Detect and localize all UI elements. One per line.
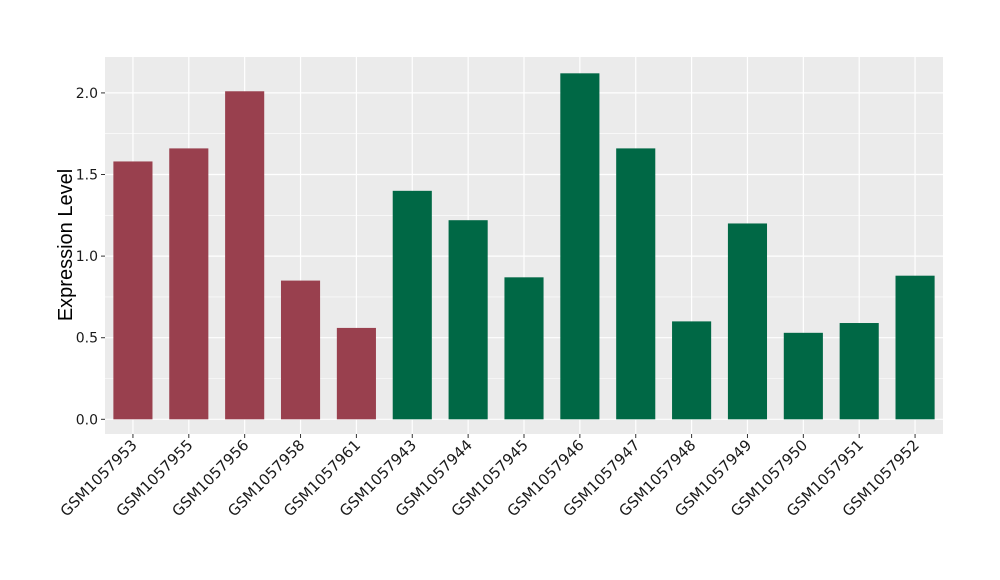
bar-gsm1057953 [113,161,153,420]
y-axis-title: Expression Level [55,169,77,321]
bar-gsm1057944 [448,220,488,420]
y-tick-label: 1.0 [76,249,98,265]
bar-gsm1057945 [504,277,544,420]
x-axis: GSM1057953GSM1057955GSM1057956GSM1057958… [57,434,923,520]
bar-gsm1057952 [895,275,935,420]
bar-gsm1057956 [225,91,265,420]
bar-gsm1057947 [616,148,656,420]
y-tick-label: 0.5 [76,331,98,347]
bar-gsm1057961 [336,327,376,420]
bar-gsm1057958 [280,280,321,420]
y-tick-label: 2.0 [76,86,98,102]
bar-gsm1057946 [560,73,600,420]
bar-gsm1057955 [169,148,209,420]
y-tick-label: 1.5 [76,168,98,184]
bar-gsm1057943 [392,190,432,420]
y-axis: 0.0 0.5 1.0 1.5 2.0 [76,86,105,428]
bar-gsm1057949 [727,223,768,420]
bars [113,73,935,420]
bar-gsm1057951 [839,323,879,420]
y-tick-label: 0.0 [76,412,98,428]
bar-gsm1057948 [672,321,712,420]
bar-gsm1057950 [783,332,823,420]
